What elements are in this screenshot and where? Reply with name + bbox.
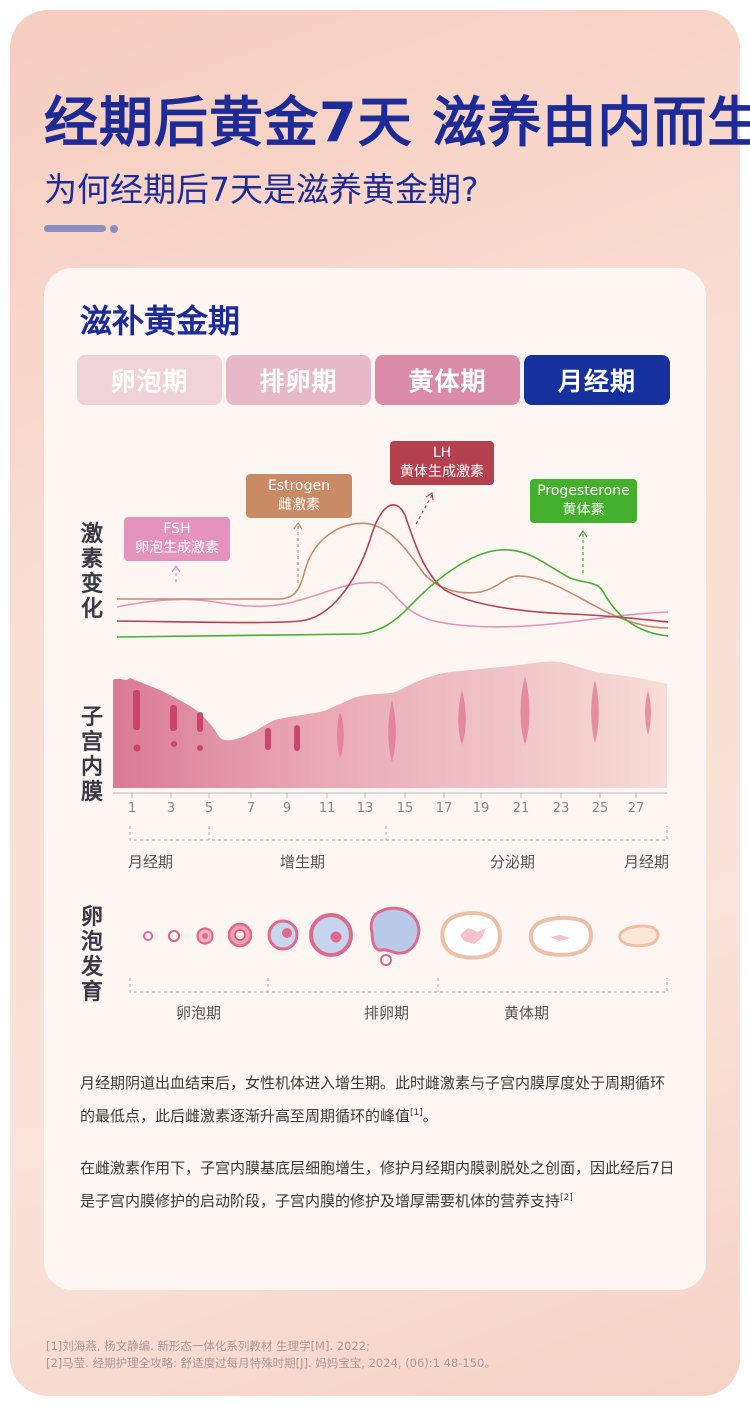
day-tick: 5 (204, 801, 214, 816)
reference-2: [2]马莹. 经期护理全攻略: 舒适度过每月特殊时期[J]. 妈妈宝宝, 202… (46, 1356, 496, 1370)
estrogen-curve (117, 522, 669, 629)
progesterone-label: Progesterone 黄体素 (530, 479, 637, 523)
title-underline-dash (44, 225, 106, 232)
follicle-sequence (143, 906, 660, 966)
day-tick: 9 (282, 801, 292, 816)
day-tick: 21 (512, 801, 530, 816)
reference-1: [1]刘海燕, 杨文静编. 新形态一体化系列教材 生理学[M]. 2022; (46, 1339, 370, 1353)
endometrium-section-label: 子宫内膜 (80, 705, 103, 805)
title-underline-dot (110, 225, 118, 233)
hormone-section-label: 激素变化 (80, 522, 103, 622)
day-tick: 15 (396, 801, 414, 816)
day-tick: 23 (552, 801, 570, 816)
lh-curve (116, 504, 669, 624)
follicle-segment-ovulation: 排卵期 (364, 1004, 410, 1022)
page-title: 经期后黄金7天 滋养由内而生 (44, 91, 750, 154)
page-subtitle: 为何经期后7天是滋养黄金期? (44, 170, 479, 209)
phase-luteal: 黄体期 (375, 355, 520, 405)
day-tick: 11 (318, 801, 336, 816)
segment-secretory: 分泌期 (490, 853, 536, 871)
segment-proliferative: 增生期 (280, 853, 326, 871)
day-tick: 19 (472, 801, 490, 816)
follicle-segment-luteal: 黄体期 (504, 1004, 550, 1022)
day-tick: 3 (166, 801, 176, 816)
day-tick: 13 (356, 801, 374, 816)
phase-menstrual: 月经期 (524, 355, 670, 405)
segment-menstrual-end: 月经期 (624, 853, 670, 871)
phase-follicular: 卵泡期 (77, 355, 222, 405)
lh-label: LH 黄体生成激素 (390, 441, 494, 485)
paragraph-1: 月经期阴道出血结束后，女性机体进入增生期。此时雌激素与子宫内膜厚度处于周期循环的… (80, 1074, 666, 1125)
day-tick: 25 (591, 801, 609, 816)
phase-ovulation: 排卵期 (226, 355, 371, 405)
paragraph-2: 在雌激素作用下，子宫内膜基底层细胞增生，修护月经期内膜剥脱处之创面，因此经后7日… (80, 1159, 675, 1210)
card-title: 滋补黄金期 (80, 302, 241, 340)
estrogen-label: Estrogen 雌激素 (246, 474, 352, 518)
fsh-label: FSH 卵泡生成激素 (124, 517, 230, 561)
day-tick: 1 (127, 801, 137, 816)
day-tick: 7 (246, 801, 256, 816)
day-tick: 17 (435, 801, 453, 816)
day-tick: 27 (627, 801, 645, 816)
follicle-segment-follicular: 卵泡期 (176, 1004, 222, 1022)
progesterone-curve (116, 549, 669, 638)
fsh-curve (116, 581, 669, 628)
segment-menstrual-start: 月经期 (128, 853, 174, 871)
follicle-section-label: 卵泡发育 (80, 905, 103, 1005)
